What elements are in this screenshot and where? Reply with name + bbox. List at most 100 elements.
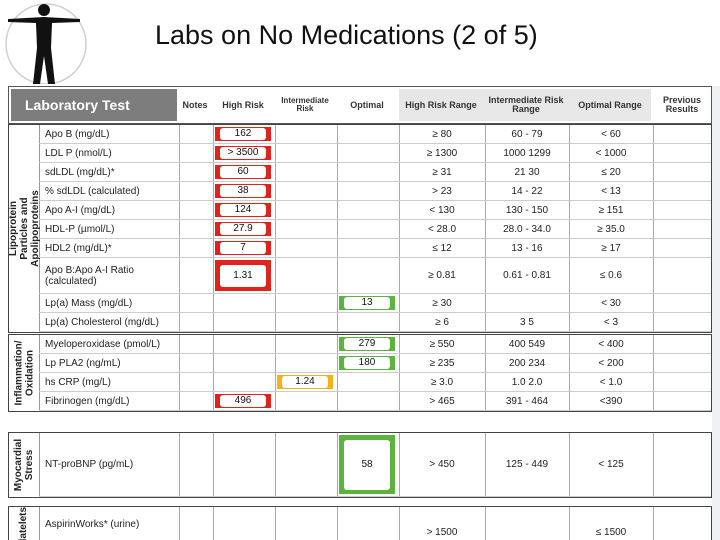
test-name: Lp PLA2 (ng/mL) xyxy=(45,357,121,369)
section-label-text: Lipoprotein Particles and Apolipoprotein… xyxy=(8,190,41,267)
column-divider xyxy=(653,507,654,540)
intermediate-risk-range: 3 5 xyxy=(520,316,534,328)
table-row: sdLDL (mg/dL)* 60 ≥ 31 21 30 ≤ 20 xyxy=(39,163,711,182)
high-risk-range: > 450 xyxy=(429,459,455,470)
section-3: Platelets AspirinWorks* (urine) > 1500 ≤ 15… xyxy=(8,506,712,540)
column-divider xyxy=(485,507,486,540)
column-divider xyxy=(485,433,486,497)
optimal-range: < 1.0 xyxy=(599,376,623,388)
result-high-marker: > 3500 xyxy=(215,146,271,160)
optimal-range: < 30 xyxy=(601,297,621,309)
optimal-range: ≤ 0.6 xyxy=(599,270,623,281)
result-opt-marker: 279 xyxy=(339,337,395,351)
column-divider xyxy=(179,433,180,497)
result-value: 1.24 xyxy=(282,376,328,388)
test-name: AspirinWorks* (urine) xyxy=(45,519,140,530)
table-row: LDL P (nmol/L) > 3500 ≥ 1300 1000 1299 < 100… xyxy=(39,144,711,163)
column-divider xyxy=(337,507,338,540)
intermediate-risk-range: 14 - 22 xyxy=(511,185,543,197)
column-divider xyxy=(213,335,214,411)
result-value: 162 xyxy=(220,128,266,140)
intermediate-risk-range: 1.0 2.0 xyxy=(511,376,543,388)
optimal-range: ≥ 151 xyxy=(598,204,624,216)
result-high-marker: 496 xyxy=(215,394,271,408)
header-intermediate-risk: Intermediate Risk xyxy=(281,96,329,113)
column-divider xyxy=(653,433,654,497)
test-name: Apo B (mg/dL) xyxy=(45,128,110,140)
column-divider xyxy=(399,335,400,411)
optimal-range: ≤ 20 xyxy=(601,166,621,178)
result-opt-marker: 13 xyxy=(339,296,395,310)
test-name: NT-proBNP (pg/mL) xyxy=(45,459,134,470)
test-name: Apo A-I (mg/dL) xyxy=(45,204,116,216)
intermediate-risk-range: 125 - 449 xyxy=(505,459,549,470)
table-row: Lp(a) Mass (mg/dL) 13 ≥ 30 < 30 xyxy=(39,294,711,313)
column-divider xyxy=(399,433,400,497)
result-value: 124 xyxy=(220,204,266,216)
header-notes: Notes xyxy=(182,99,208,110)
table-row: HDL2 (mg/dL)* 7 ≤ 12 13 - 16 ≥ 17 xyxy=(39,239,711,258)
optimal-range: < 60 xyxy=(601,128,621,140)
column-divider xyxy=(275,125,276,332)
column-divider xyxy=(569,433,570,497)
table-row: hs CRP (mg/L) 1.24 ≥ 3.0 1.0 2.0 < 1.0 xyxy=(39,373,711,392)
section-label: Myocardial Stress xyxy=(9,433,40,497)
column-divider xyxy=(653,125,654,332)
result-value: 13 xyxy=(344,297,390,309)
optimal-range: ≤ 1500 xyxy=(595,527,627,538)
high-risk-range: ≥ 6 xyxy=(435,316,449,328)
header-previous-results: Previous Results xyxy=(662,95,702,114)
section-label-text: Myocardial Stress xyxy=(13,438,35,492)
header-optimal-range: Optimal Range xyxy=(578,99,642,110)
high-risk-range: ≥ 550 xyxy=(429,338,455,350)
optimal-range: < 125 xyxy=(598,459,624,470)
intermediate-risk-range: 28.0 - 34.0 xyxy=(503,223,551,235)
high-risk-range: < 130 xyxy=(429,204,455,216)
section-label: Lipoprotein Particles and Apolipoprotein… xyxy=(8,125,41,332)
test-name: Fibrinogen (mg/dL) xyxy=(45,395,130,407)
section-label: Platelets xyxy=(9,506,40,540)
column-divider xyxy=(337,335,338,411)
table-row: Apo A-I (mg/dL) 124 < 130 130 - 150 ≥ 151 xyxy=(39,201,711,220)
result-high-marker: 124 xyxy=(215,203,271,217)
lab-report: Laboratory Test Notes High Risk Intermed… xyxy=(8,86,712,540)
section-label-text: Platelets xyxy=(18,506,30,540)
high-risk-range: < 28.0 xyxy=(427,223,457,235)
result-high-marker: 162 xyxy=(215,127,271,141)
column-divider xyxy=(337,125,338,332)
intermediate-risk-range: 13 - 16 xyxy=(511,242,543,254)
column-divider xyxy=(179,125,180,332)
test-name: LDL P (nmol/L) xyxy=(45,147,112,159)
column-divider xyxy=(399,125,400,332)
table-row: Apo B:Apo A-I Ratio (calculated) 1.31 ≥ 0.… xyxy=(39,258,711,294)
high-risk-range: > 23 xyxy=(432,185,452,197)
high-risk-range: ≤ 12 xyxy=(432,242,452,254)
intermediate-risk-range: 391 - 464 xyxy=(505,395,549,407)
high-risk-range: > 465 xyxy=(429,395,455,407)
table-row: AspirinWorks* (urine) > 1500 ≤ 1500 xyxy=(39,507,711,540)
intermediate-risk-range: 1000 1299 xyxy=(503,147,551,159)
header-intermediate-risk-range: Intermediate Risk Range xyxy=(488,95,564,114)
section-2: Myocardial Stress NT-proBNP (pg/mL) 58 > 45… xyxy=(8,432,712,498)
table-row: Lp PLA2 (ng/mL) 180 ≥ 235 200 234 < 200 xyxy=(39,354,711,373)
result-value: 496 xyxy=(220,395,266,407)
result-high-marker: 60 xyxy=(215,165,271,179)
optimal-range: ≥ 17 xyxy=(601,242,621,254)
optimal-range: < 3 xyxy=(603,316,619,328)
result-value: 180 xyxy=(344,357,390,369)
header-high-risk: High Risk xyxy=(222,99,264,110)
column-divider xyxy=(653,335,654,411)
column-divider xyxy=(569,125,570,332)
result-value: 60 xyxy=(220,166,266,178)
test-name: Apo B:Apo A-I Ratio (calculated) xyxy=(45,264,134,287)
intermediate-risk-range: 21 30 xyxy=(514,166,540,178)
column-divider xyxy=(179,335,180,411)
table-row: Apo B (mg/dL) 162 ≥ 80 60 - 79 < 60 xyxy=(39,125,711,144)
column-divider xyxy=(485,335,486,411)
vitruvian-figure-logo xyxy=(5,3,87,84)
result-value: > 3500 xyxy=(219,147,267,159)
result-mid-marker: 1.24 xyxy=(277,375,333,389)
header-laboratory-test: Laboratory Test xyxy=(11,89,177,121)
column-divider xyxy=(179,507,180,540)
column-divider xyxy=(275,433,276,497)
